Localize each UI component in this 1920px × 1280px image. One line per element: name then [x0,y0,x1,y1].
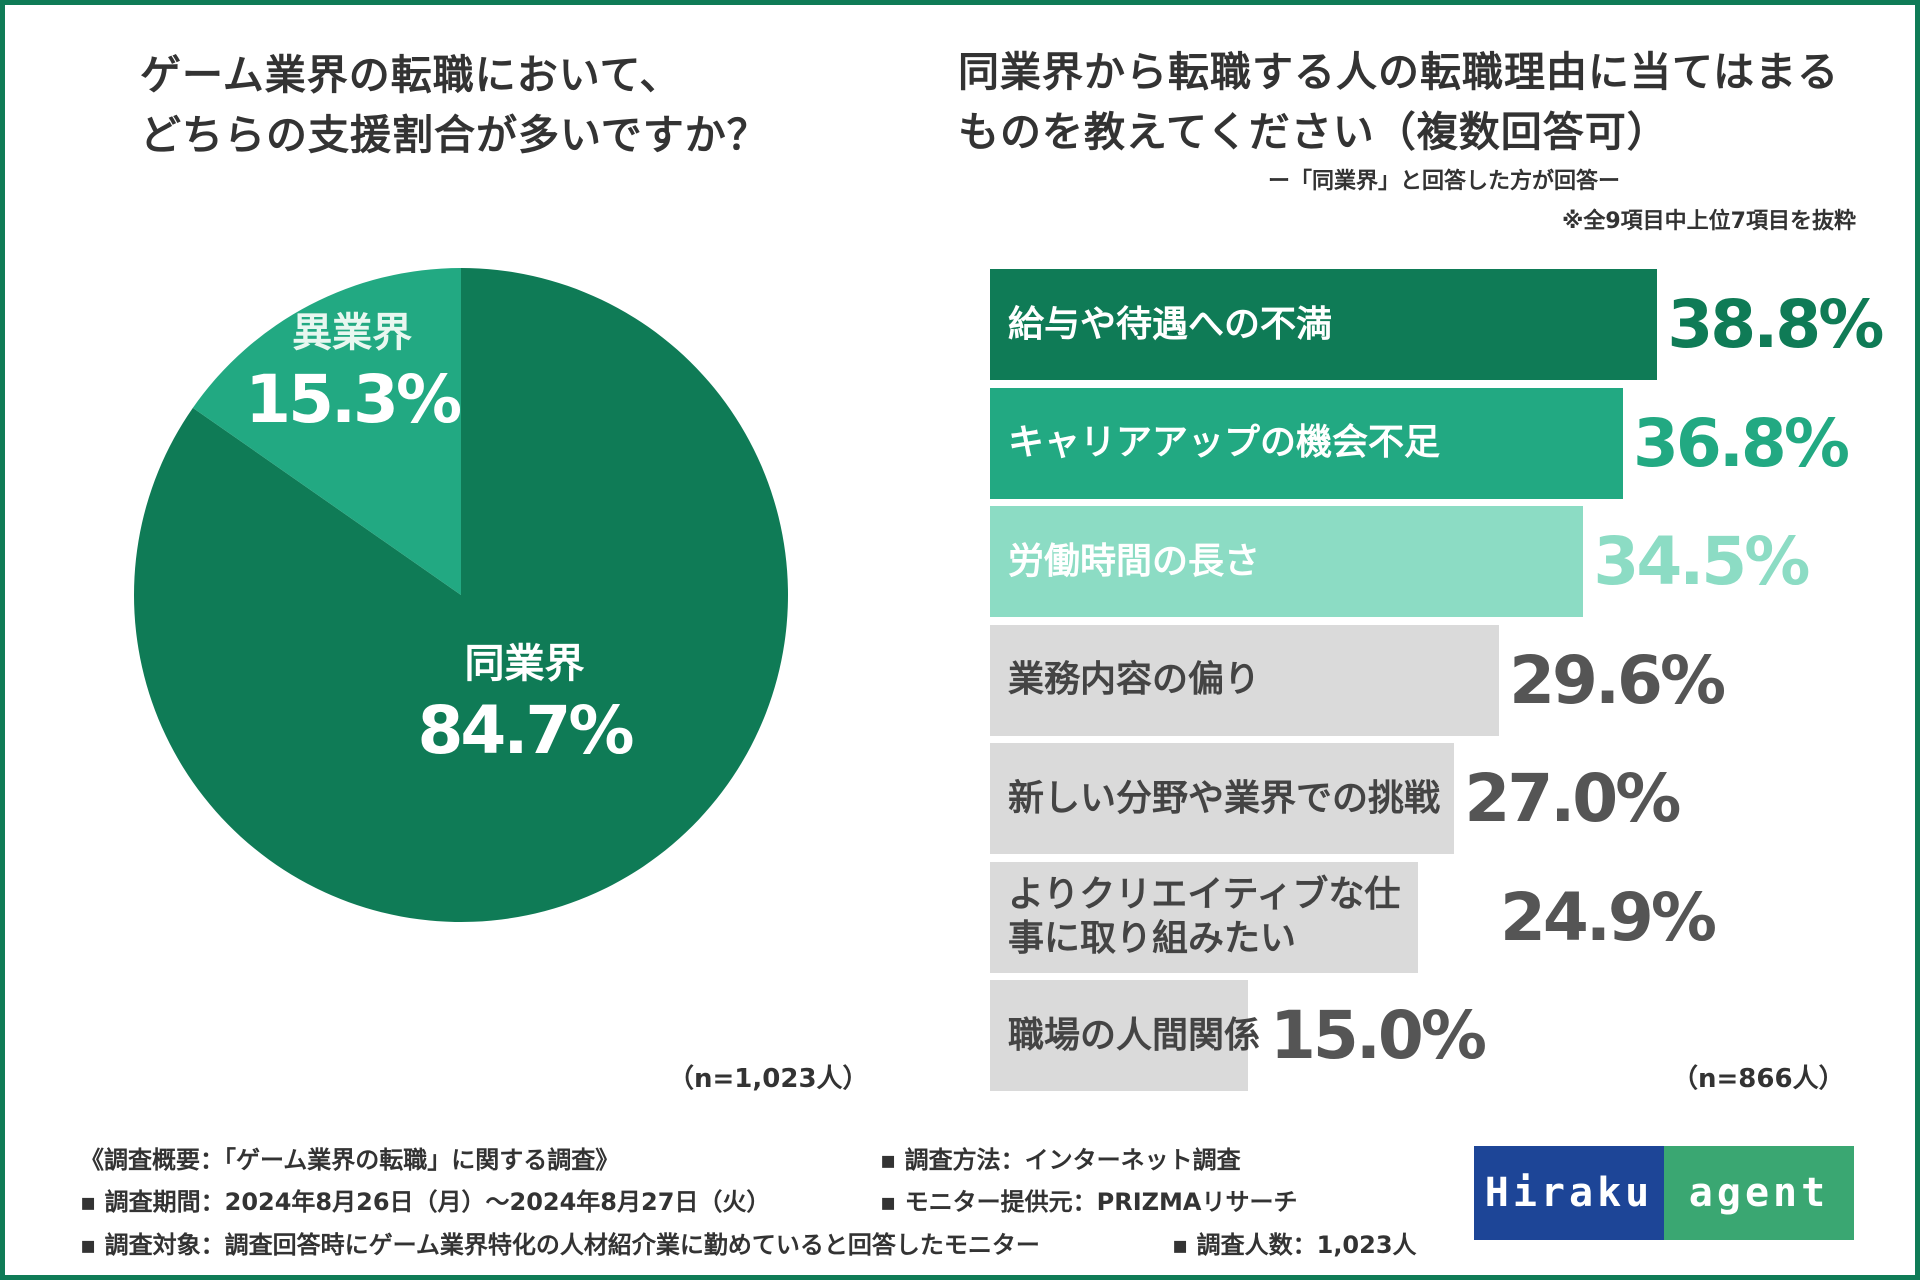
survey-summary: 《調査概要：「ゲーム業界の転職」に関する調査》 [80,1146,620,1174]
logo-hiraku: Hiraku [1474,1146,1664,1240]
pie-chart: 同業界 84.7% 異業界 15.3% [133,268,788,922]
bar-value-6: 15.0% [1270,997,1487,1074]
bar-value-4: 27.0% [1464,760,1681,837]
bar-5: よりクリエイティブな仕事に取り組みたい [990,861,1419,973]
bar-chart-footnote: ※全9項目中上位7項目を抜粋 [1561,209,1856,234]
bar-6: 職場の人間関係 [990,980,1260,1091]
pie-slice-value-0: 84.7% [418,692,634,769]
pie-slice-value-1: 15.3% [245,361,461,438]
survey-method: ▪ 調査方法：インターネット調査 [880,1146,1241,1174]
bar-value-2: 34.5% [1593,523,1810,600]
bar-0: 給与や待遇への不満 [990,269,1658,380]
bar-4: 新しい分野や業界での挑戦 [990,743,1455,854]
survey-count: ▪ 調査人数：1,023人 [1172,1231,1417,1259]
bar-2: 労働時間の長さ [990,506,1584,617]
bar-chart-subtitle: ー「同業界」と回答した方が回答ー [1267,169,1620,194]
survey-target: ▪ 調査対象：調査回答時にゲーム業界特化の人材紹介業に勤めていると回答したモニタ… [80,1231,1040,1259]
bar-value-0: 38.8% [1667,286,1884,363]
hiraku-agent-logo: Hiraku agent [1474,1146,1854,1240]
bar-sample-size: （n=866人） [1672,1064,1845,1094]
survey-period: ▪ 調査期間：2024年8月26日（月）〜2024年8月27日（火） [80,1188,771,1216]
pie-slice-label-0: 同業界 [465,641,585,687]
logo-agent: agent [1664,1146,1854,1240]
pie-slice-0 [133,268,788,922]
pie-slice-label-1: 異業界 [292,310,412,356]
bar-value-1: 36.8% [1633,404,1850,482]
pie-chart-title: ゲーム業界の転職において、 どちらの支援割合が多いですか？ [140,51,769,159]
bar-chart-title: 同業界から転職する人の転職理由に当てはまる ものを教えてください（複数回答可） [958,48,1840,156]
pie-slice-1 [192,268,461,595]
bar-1: キャリアアップの機会不足 [990,387,1623,499]
bar-3: 業務内容の偏り [990,624,1500,736]
bar-value-3: 29.6% [1509,641,1726,719]
pie-sample-size: （n=1,023人） [668,1064,869,1094]
survey-provider: ▪ モニター提供元：PRIZMAリサーチ [880,1188,1298,1216]
bar-value-5: 24.9% [1500,878,1717,956]
